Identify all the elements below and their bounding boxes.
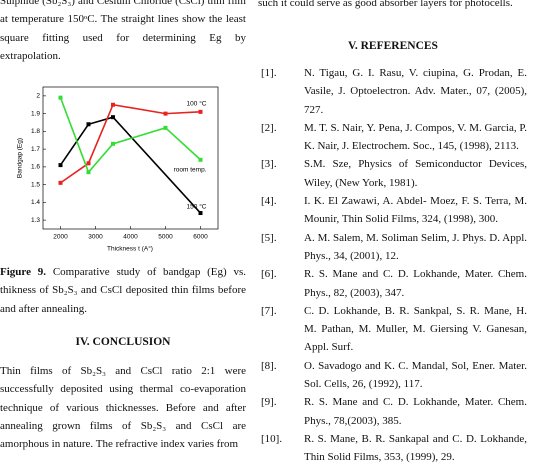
text-line: at temperature 150ᵒC. The straight lines… — [0, 13, 246, 26]
data-point — [163, 125, 168, 130]
series-label: 150 °C — [187, 203, 207, 211]
data-point — [163, 111, 168, 116]
left-top-text: Sulphide (Sb₂S₃) and Cesium Chloride (Cs… — [0, 0, 246, 65]
data-point — [111, 115, 115, 120]
reference-text: N. Tigau, G. I. Rasu, V. ciupina, G. Pro… — [304, 67, 527, 116]
y-tick-label: 1.5 — [31, 181, 40, 188]
reference-text: R. S. Mane and C. D. Lokhande, Mater. Ch… — [304, 396, 527, 427]
reference-number: [5]. — [261, 231, 277, 244]
x-tick-label: 3000 — [88, 234, 103, 241]
series-label: room temp. — [174, 166, 207, 173]
y-tick-label: 1.3 — [31, 217, 40, 224]
reference: [9]. R. S. Mane and C. D. Lokhande, Mater… — [261, 393, 527, 430]
data-point — [198, 211, 203, 216]
reference-number: [4]. — [261, 195, 277, 208]
y-tick-label: 1.4 — [31, 199, 40, 206]
caption: Figure 9. Comparative study of bandgap (… — [0, 263, 246, 318]
data-point — [86, 161, 91, 166]
x-axis-label: Thickness t (A°) — [107, 245, 153, 253]
reference-number: [8]. — [261, 359, 277, 372]
reference-number: [6]. — [261, 268, 277, 281]
data-point — [86, 122, 91, 127]
reference: [4]. I. K. El Zawawi, A. Abdel- Moez, F. … — [261, 192, 527, 229]
data-point — [198, 157, 203, 162]
reference-number: [1]. — [261, 67, 277, 79]
reference-number: [10]. — [261, 432, 283, 445]
reference-number: [3]. — [261, 158, 277, 171]
series-label: 100 °C — [187, 100, 207, 108]
data-point — [198, 109, 203, 114]
reference: [2]. M. T. S. Nair, Y. Pena, J. Compos, V… — [261, 119, 527, 156]
right-top-text: such it could serve as good absorber lay… — [258, 0, 513, 9]
reference: [3]. S.M. Sze, Physics of Semiconductor D… — [261, 155, 527, 192]
y-tick-label: 1.7 — [31, 146, 40, 153]
reference-number: [2]. — [261, 121, 277, 134]
caption-text: Comparative study of bandgap (Eg) vs. th… — [0, 266, 247, 315]
reference-text: S.M. Sze, Physics of Semiconductor Devic… — [304, 158, 527, 189]
reference: [8]. O. Savadogo and K. C. Mandal, Sol, E… — [261, 357, 527, 394]
y-tick-label: 2 — [36, 93, 40, 100]
x-tick-label: 5000 — [158, 234, 173, 241]
reference-text: A. M. Salem, M. Soliman Selim, J. Phys. … — [304, 231, 527, 262]
data-point — [111, 141, 115, 146]
reference-text: O. Savadogo and K. C. Mandal, Sol, Ener.… — [304, 359, 527, 391]
x-tick-label: 6000 — [193, 234, 208, 241]
reference-text: R. S. Mane, B. R. Sankapal and C. D. Lok… — [304, 432, 527, 464]
data-point — [111, 102, 115, 107]
text-line: Sulphide (Sb₂S₃) and Cesium Chloride (Cs… — [0, 0, 246, 7]
conclusion-text: Thin films of Sb₂S₃ and CsCl ratio 2:1 w… — [0, 365, 246, 451]
reference-number: [9]. — [261, 396, 277, 409]
y-tick-label: 1.6 — [31, 164, 40, 171]
reference-list: [1]. N. Tigau, G. I. Rasu, V. ciupina, G.… — [261, 64, 527, 467]
reference-number: [7]. — [261, 304, 277, 317]
reference-text: C. D. Lokhande, B. R. Sankpal, S. R. Man… — [304, 304, 527, 354]
reference: [10]. R. S. Mane, B. R. Sankapal and C. D… — [261, 430, 527, 467]
x-tick-label: 4000 — [123, 234, 138, 241]
reference: [7]. C. D. Lokhande, B. R. Sankpal, S. R.… — [261, 302, 527, 357]
reference: [6]. R. S. Mane and C. D. Lokhande, Mater… — [261, 265, 527, 302]
caption-label: Figure 9. — [0, 266, 47, 278]
data-point — [86, 170, 91, 175]
reference-text: M. T. S. Nair, Y. Pena, J. Compos, V. M.… — [304, 121, 527, 153]
section-heading: IV. CONCLUSION — [75, 336, 171, 348]
data-point — [58, 163, 63, 168]
text-line: square fitting used for determining Eg b… — [0, 31, 246, 44]
data-point — [58, 180, 63, 185]
reference-text: I. K. El Zawawi, A. Abdel- Moez, F. S. T… — [304, 195, 527, 226]
x-tick-label: 2000 — [53, 234, 68, 241]
series-line — [59, 116, 202, 214]
y-tick-label: 1.9 — [31, 110, 40, 117]
data-point — [58, 95, 63, 100]
section-heading: V. REFERENCES — [348, 40, 438, 52]
reference: [1]. N. Tigau, G. I. Rasu, V. ciupina, G.… — [261, 64, 527, 119]
y-axis-label: Bandgap (Eg) — [17, 138, 24, 178]
text-line: extrapolation. — [0, 49, 61, 62]
reference-text: R. S. Mane and C. D. Lokhande, Mater. Ch… — [304, 268, 527, 299]
chart: Bandgap (Eg) Thickness t (A°) 1.3 1.4 1.5 1… — [17, 86, 219, 253]
y-tick-label: 1.8 — [31, 128, 40, 135]
reference: [5]. A. M. Salem, M. Soliman Selim, J. Ph… — [261, 229, 527, 266]
